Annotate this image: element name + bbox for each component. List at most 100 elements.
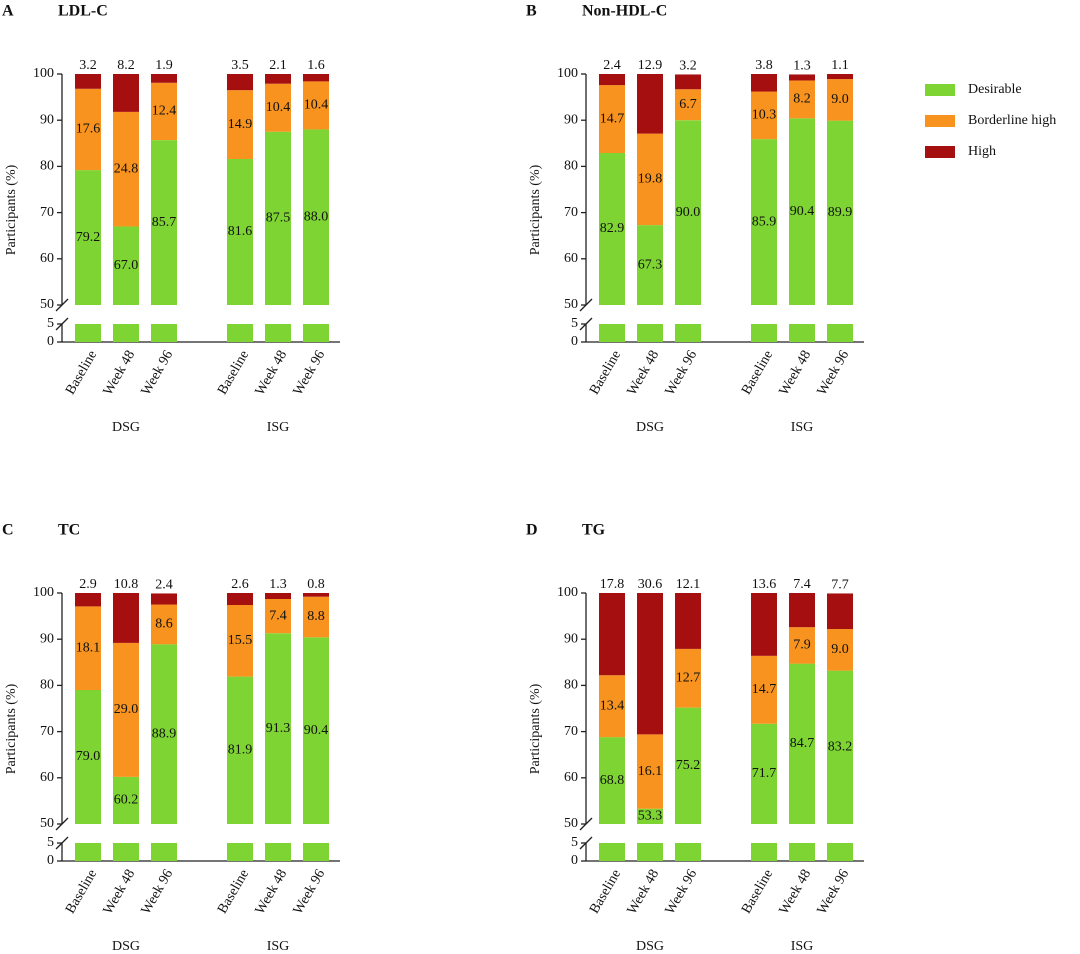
x-tick-label: Week 96 xyxy=(139,348,177,398)
legend-swatch xyxy=(925,115,955,127)
bar-segment xyxy=(151,604,177,645)
y-axis-label: Participants (%) xyxy=(528,164,543,255)
bar-segment xyxy=(637,593,663,735)
value-label: 2.1 xyxy=(269,58,287,73)
x-tick-label: Week 96 xyxy=(291,867,329,917)
y-tick-label: 90 xyxy=(564,112,578,127)
x-tick-label: Baseline xyxy=(587,867,624,916)
bar-segment xyxy=(751,593,777,656)
bar-segment xyxy=(113,642,139,777)
bar-segment xyxy=(265,131,291,342)
x-tick-label: Week 96 xyxy=(815,348,853,398)
value-label: 1.3 xyxy=(269,577,287,592)
group-label: ISG xyxy=(791,420,814,435)
value-label: 2.4 xyxy=(155,578,173,593)
bar-segment xyxy=(675,74,701,90)
bar-segment xyxy=(113,593,139,643)
bar-segment xyxy=(675,648,701,708)
value-label: 2.9 xyxy=(79,577,97,592)
y-tick-label: 0 xyxy=(571,334,578,349)
y-tick-label: 90 xyxy=(40,631,54,646)
value-label: 3.5 xyxy=(231,58,249,73)
chart-title: TG xyxy=(582,522,606,539)
legend-swatch xyxy=(925,146,955,158)
y-axis-label: Participants (%) xyxy=(528,683,543,774)
y-tick-label: 0 xyxy=(571,853,578,868)
bar-segment xyxy=(303,81,329,130)
value-label: 16.1 xyxy=(638,764,663,779)
value-label: 83.2 xyxy=(828,740,853,755)
bar-segment xyxy=(751,723,777,861)
value-label: 8.2 xyxy=(117,58,135,73)
bar-segment xyxy=(827,79,853,121)
value-label: 10.3 xyxy=(752,108,777,123)
x-tick-label: Baseline xyxy=(215,867,252,916)
bar-segment xyxy=(599,85,625,154)
y-tick-label: 50 xyxy=(40,816,54,831)
panel: A LDL-C Participants (%) 0 5 50 60 70 80 90 100 DSG… xyxy=(2,3,340,435)
bar-segment xyxy=(637,808,663,861)
value-label: 10.4 xyxy=(266,100,291,115)
panel: C TC Participants (%) 0 5 50 60 70 80 90 100 DSG ISG… xyxy=(2,522,340,954)
value-label: 67.0 xyxy=(114,258,139,273)
bar-segment xyxy=(637,734,663,809)
y-axis-label: Participants (%) xyxy=(4,683,19,774)
panel-label: A xyxy=(2,3,14,20)
y-tick-label: 100 xyxy=(33,585,54,600)
bar-segment xyxy=(151,140,177,342)
value-label: 7.9 xyxy=(793,638,811,653)
value-label: 79.2 xyxy=(76,230,101,245)
chart-title: LDL-C xyxy=(58,3,108,20)
bar-segment xyxy=(675,593,701,649)
bar-segment xyxy=(151,74,177,83)
y-axis-label: Participants (%) xyxy=(4,164,19,255)
value-label: 85.9 xyxy=(752,214,777,229)
group-label: ISG xyxy=(267,420,290,435)
y-tick-label: 5 xyxy=(47,316,54,331)
bar-segment xyxy=(151,593,177,605)
value-label: 10.8 xyxy=(114,577,139,592)
x-tick-label: Week 96 xyxy=(663,348,701,398)
bar-segment xyxy=(637,225,663,342)
group-label: DSG xyxy=(112,420,140,435)
value-label: 10.4 xyxy=(304,98,329,113)
bar-segment xyxy=(265,599,291,634)
y-tick-label: 100 xyxy=(33,66,54,81)
value-label: 2.4 xyxy=(603,58,621,73)
bar-segment xyxy=(151,644,177,861)
x-tick-label: Week 48 xyxy=(777,348,815,398)
bar-segment xyxy=(227,90,253,160)
y-tick-label: 5 xyxy=(571,316,578,331)
panel-label: B xyxy=(526,3,537,20)
value-label: 19.8 xyxy=(638,172,663,187)
legend: Desirable Borderline high High xyxy=(925,82,1056,159)
value-label: 90.4 xyxy=(790,204,815,219)
x-tick-label: Baseline xyxy=(739,867,776,916)
value-label: 3.2 xyxy=(679,59,697,74)
value-label: 84.7 xyxy=(790,736,815,751)
bar-segment xyxy=(265,74,291,84)
y-tick-label: 70 xyxy=(564,205,578,220)
x-tick-label: Week 96 xyxy=(291,348,329,398)
value-label: 12.1 xyxy=(676,577,701,592)
group-label: DSG xyxy=(112,939,140,954)
legend-label: Desirable xyxy=(968,82,1022,97)
y-tick-label: 60 xyxy=(564,251,578,266)
value-label: 12.7 xyxy=(676,670,701,685)
bar-segment xyxy=(303,129,329,342)
y-tick-label: 50 xyxy=(564,297,578,312)
bar-segment xyxy=(227,159,253,342)
bar-segment xyxy=(113,226,139,342)
bar-segment xyxy=(227,605,253,677)
value-label: 30.6 xyxy=(638,577,663,592)
bar-segment xyxy=(227,676,253,861)
bar-segment xyxy=(789,663,815,861)
x-tick-label: Week 48 xyxy=(101,348,139,398)
bar-segment xyxy=(751,74,777,92)
value-label: 14.7 xyxy=(752,682,777,697)
y-tick-label: 50 xyxy=(40,297,54,312)
value-label: 8.6 xyxy=(155,617,173,632)
value-label: 81.9 xyxy=(228,743,253,758)
bar-segment xyxy=(827,670,853,861)
bar-segment xyxy=(789,80,815,119)
